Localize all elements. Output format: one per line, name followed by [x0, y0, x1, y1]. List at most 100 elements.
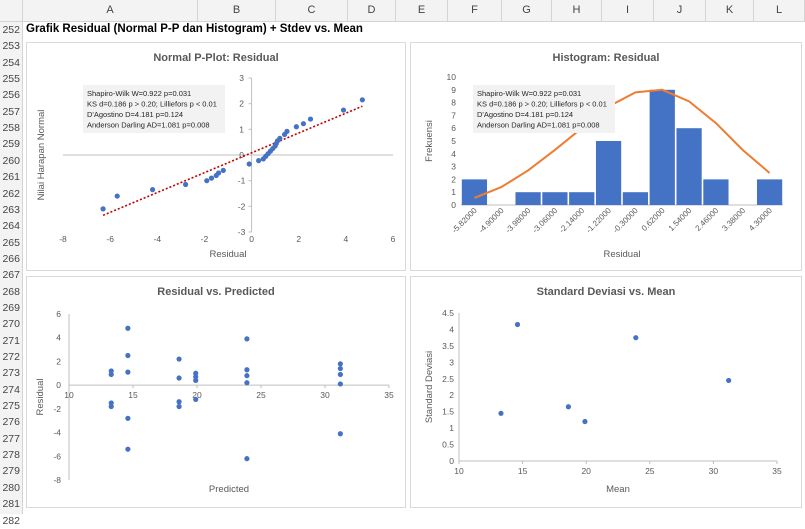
data-point — [337, 365, 343, 372]
row-header-bar: 252 253 254 255 256 257 258 259 260 261 262 263 264 2… — [0, 22, 23, 527]
row-header-270[interactable]: 270 — [2, 318, 20, 331]
row-header-269[interactable]: 269 — [2, 301, 20, 314]
y-tick-label: 2 — [56, 356, 61, 366]
row-header-278[interactable]: 278 — [2, 449, 20, 462]
column-header-H[interactable]: H — [552, 0, 602, 21]
data-point — [726, 377, 732, 384]
data-point — [246, 161, 252, 167]
x-tick-label: 20 — [581, 466, 591, 476]
data-point — [244, 456, 250, 462]
row-header-264[interactable]: 264 — [2, 220, 20, 233]
row-header-273[interactable]: 273 — [2, 367, 20, 380]
column-header-G[interactable]: G — [502, 0, 552, 21]
row-header-282[interactable]: 282 — [2, 514, 20, 527]
row-header-267[interactable]: 267 — [2, 269, 20, 282]
y-tick-label: 0.5 — [442, 440, 454, 450]
row-header-272[interactable]: 272 — [2, 351, 20, 363]
row-header-257[interactable]: 257 — [2, 105, 20, 118]
row-header-252[interactable]: 252 — [2, 24, 20, 36]
row-header-271[interactable]: 271 — [2, 334, 20, 347]
row-header-280[interactable]: 280 — [2, 481, 20, 494]
stdev-vs-mean-chart[interactable]: 10 15 20 25 30 35 4.5 4 3.5 3 2.5 2 1.5 1 0.5 0 Standard… — [410, 276, 802, 508]
row-header-266[interactable]: 266 — [2, 252, 20, 265]
y-axis-title: Standard Deviasi — [424, 351, 435, 423]
chart-canvas: 10 15 20 25 30 35 4.5 4 3.5 3 2.5 2 1.5 1 0.5 0 Standard… — [424, 286, 782, 495]
data-point — [337, 431, 343, 437]
row-header-277[interactable]: 277 — [2, 432, 20, 445]
stats-box-bg — [473, 85, 615, 133]
row-header-258[interactable]: 258 — [2, 122, 20, 135]
row-header-260[interactable]: 260 — [2, 154, 20, 167]
histogram-bar — [676, 128, 702, 205]
column-header-I[interactable]: I — [602, 0, 654, 21]
histogram-chart[interactable]: 10 9 8 7 6 5 4 3 2 1 0 -5.82000 -4.90000 -3.98000 -3.0… — [410, 42, 802, 271]
data-point — [337, 361, 343, 367]
data-point — [498, 410, 504, 416]
y-axis-title: Residual — [35, 379, 46, 416]
row-header-275[interactable]: 275 — [2, 400, 20, 413]
y-tick-label: 3 — [451, 162, 456, 172]
data-point — [220, 167, 226, 173]
stats-box: Shapiro-Wilk W=0.922 p=0.031 KS d=0.186 p… — [83, 85, 225, 133]
x-axis-title: Residual — [210, 249, 247, 260]
y-tick-label: 0 — [56, 380, 61, 390]
column-header-J[interactable]: J — [654, 0, 706, 21]
x-tick-label: -5.82000 — [450, 206, 479, 235]
data-point — [514, 321, 521, 328]
data-point — [340, 107, 347, 113]
row-header-256[interactable]: 256 — [2, 89, 20, 102]
trend-line — [102, 105, 363, 217]
data-point — [125, 352, 131, 359]
normal-pplot-chart[interactable]: -8 -6 -4 -2 0 2 4 6 3 2 1 0 -1 -2 -3 Shapiro-Wilk W=0.9… — [26, 42, 406, 271]
histogram-bar — [703, 179, 729, 205]
column-header-B[interactable]: B — [198, 0, 276, 21]
row-header-262[interactable]: 262 — [2, 187, 20, 200]
stats-box-bg — [83, 85, 225, 133]
y-tick-label: 3 — [449, 357, 454, 367]
data-point — [176, 403, 182, 410]
x-tick-label: 4.30000 — [747, 206, 774, 233]
row-header-255[interactable]: 255 — [2, 73, 20, 86]
column-header-F[interactable]: F — [448, 0, 502, 21]
x-tick-label: 10 — [454, 466, 464, 476]
y-tick-label: 8 — [451, 98, 456, 108]
row-header-281[interactable]: 281 — [2, 498, 20, 511]
row-header-263[interactable]: 263 — [2, 203, 20, 216]
column-header-D[interactable]: D — [348, 0, 396, 21]
x-tick-label: 15 — [518, 466, 528, 476]
select-all-corner[interactable] — [0, 0, 23, 21]
row-header-254[interactable]: 254 — [2, 56, 20, 69]
column-header-A[interactable]: A — [23, 0, 198, 21]
x-tick-label: 25 — [645, 466, 655, 476]
data-point — [182, 181, 189, 188]
y-tick-label: 7 — [451, 110, 456, 120]
row-header-274[interactable]: 274 — [2, 383, 20, 396]
data-point — [108, 403, 114, 410]
row-header-268[interactable]: 268 — [2, 285, 20, 298]
y-tick-label: 4 — [451, 149, 456, 159]
column-header-E[interactable]: E — [396, 0, 448, 21]
row-header-276[interactable]: 276 — [2, 416, 20, 429]
stats-line-0: Shapiro-Wilk W=0.922 p=0.031 — [477, 89, 581, 98]
data-point — [204, 178, 210, 184]
column-header-C[interactable]: C — [276, 0, 348, 21]
row-header-279[interactable]: 279 — [2, 465, 20, 478]
y-tick-label: 5 — [451, 136, 456, 146]
row-header-261[interactable]: 261 — [2, 171, 20, 184]
row-header-259[interactable]: 259 — [2, 138, 20, 151]
x-axis-title: Mean — [606, 484, 630, 495]
data-point — [244, 373, 250, 379]
x-tick-label: 10 — [64, 390, 74, 400]
y-tick-label: 9 — [451, 85, 456, 95]
row-header-253[interactable]: 253 — [2, 40, 20, 53]
data-point — [256, 158, 262, 164]
column-header-K[interactable]: K — [706, 0, 754, 21]
sheet-title-cell[interactable]: Grafik Residual (Normal P-P dan Histogra… — [26, 23, 363, 35]
column-header-L[interactable]: L — [754, 0, 805, 21]
stats-line-3: Anderson Darling AD=1.081 p=0.008 — [477, 121, 600, 130]
data-point — [108, 371, 114, 378]
residual-vs-predicted-chart[interactable]: 10 15 20 25 30 35 6 4 2 0 -2 -4 -6 -8 Residual vs. Pre… — [26, 276, 406, 508]
x-tick-label: 0.62000 — [640, 206, 667, 233]
row-header-265[interactable]: 265 — [2, 236, 20, 249]
